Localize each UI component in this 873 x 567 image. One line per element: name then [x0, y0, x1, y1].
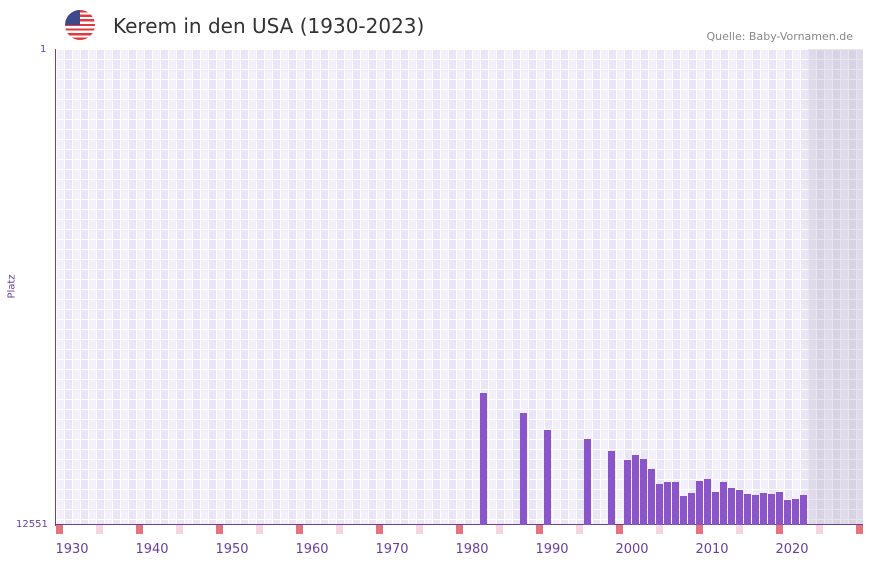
bar-2013[interactable] — [728, 487, 735, 525]
decade-marker — [416, 525, 423, 534]
bar-2014[interactable] — [736, 489, 743, 525]
decade-marker — [816, 525, 823, 534]
bar-2016[interactable] — [752, 494, 759, 525]
bar-2019[interactable] — [776, 492, 783, 525]
y-tick-label: 1 — [40, 44, 47, 55]
bar-2015[interactable] — [744, 494, 751, 525]
y-axis — [55, 49, 56, 526]
x-tick-label: 2000 — [615, 542, 649, 557]
x-tick-label: 1960 — [295, 542, 329, 557]
bar-2005[interactable] — [664, 481, 671, 525]
bar-2004[interactable] — [656, 483, 663, 525]
decade-marker — [376, 525, 383, 534]
bar-2021[interactable] — [792, 498, 799, 525]
decade-marker — [616, 525, 623, 534]
decade-marker — [496, 525, 503, 534]
bar-2010[interactable] — [704, 478, 711, 525]
decade-marker — [776, 525, 783, 534]
x-tick-label: 1930 — [55, 542, 89, 557]
plot-area — [56, 49, 863, 525]
decade-marker — [216, 525, 223, 534]
bar-2022[interactable] — [800, 494, 807, 525]
decade-marker — [456, 525, 463, 534]
bar-2007[interactable] — [680, 495, 687, 525]
decade-marker — [296, 525, 303, 534]
decade-marker — [856, 525, 863, 534]
bar-1995[interactable] — [584, 439, 591, 525]
bar-2000[interactable] — [624, 459, 631, 525]
x-tick-label: 2020 — [775, 542, 809, 557]
x-axis — [55, 524, 863, 525]
future-shade — [808, 49, 863, 525]
source-label: Quelle: Baby-Vornamen.de — [706, 30, 853, 43]
bar-2008[interactable] — [688, 492, 695, 525]
decade-marker — [96, 525, 103, 534]
decade-marker — [56, 525, 63, 534]
chart-title: Kerem in den USA (1930-2023) — [113, 14, 425, 38]
decade-marker — [576, 525, 583, 534]
decade-marker — [696, 525, 703, 534]
bar-2011[interactable] — [712, 492, 719, 525]
decade-marker — [336, 525, 343, 534]
decade-marker — [136, 525, 143, 534]
bar-2001[interactable] — [632, 454, 639, 525]
x-tick-label: 1970 — [375, 542, 409, 557]
x-tick-label: 1950 — [215, 542, 249, 557]
x-tick-label: 1940 — [135, 542, 169, 557]
bar-2006[interactable] — [672, 481, 679, 525]
bar-1990[interactable] — [544, 429, 551, 525]
bar-2012[interactable] — [720, 481, 727, 525]
decade-marker — [736, 525, 743, 534]
x-tick-label: 1990 — [535, 542, 569, 557]
x-tick-label: 2010 — [695, 542, 729, 557]
bar-2020[interactable] — [784, 500, 791, 525]
us-flag-icon — [65, 10, 95, 40]
bar-2017[interactable] — [760, 492, 767, 525]
decade-marker — [256, 525, 263, 534]
decade-marker — [176, 525, 183, 534]
bar-2018[interactable] — [768, 494, 775, 525]
y-tick-label: 12551 — [16, 519, 48, 530]
x-tick-label: 1980 — [455, 542, 489, 557]
y-axis-label: Platz — [6, 274, 18, 299]
bar-2003[interactable] — [648, 469, 655, 525]
bar-2009[interactable] — [696, 481, 703, 525]
bar-1982[interactable] — [480, 392, 487, 525]
bar-1998[interactable] — [608, 451, 615, 525]
bar-2002[interactable] — [640, 459, 647, 525]
bar-1987[interactable] — [520, 412, 527, 525]
decade-marker — [656, 525, 663, 534]
decade-marker — [536, 525, 543, 534]
